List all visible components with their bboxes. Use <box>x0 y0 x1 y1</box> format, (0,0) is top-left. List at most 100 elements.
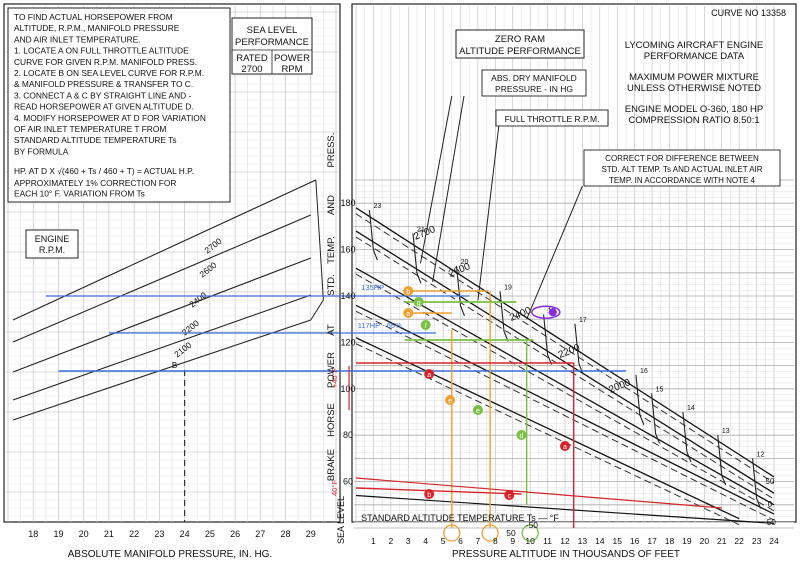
label-plus40b: 40°F <box>330 480 339 496</box>
orange-axis-circle-5 <box>443 524 461 542</box>
right-tick-4: 4 <box>423 536 428 546</box>
instruction-line-6: & MANIFOLD PRESSURE & TRANSFER TO C. <box>14 79 193 89</box>
hp-axis-title: BRAKE HORSE POWER AT STD. TEMP. AND PRESS. <box>326 133 337 482</box>
right-tick-11: 11 <box>543 536 552 546</box>
hp-title-word-4: STD. <box>326 274 337 296</box>
marker-c-10 <box>504 490 515 500</box>
left-tick-18: 18 <box>28 529 38 539</box>
engine-rpm-line1: ENGINE <box>35 234 70 244</box>
callout-arrow-full-throttle <box>477 125 500 301</box>
left-tick-29: 29 <box>306 529 316 539</box>
rpm-curve-dashed-4 <box>355 343 740 526</box>
point-b-label: B <box>172 361 177 370</box>
correct-callout-2: STD. ALT TEMP. Ts AND ACTUAL INLET AIR <box>601 165 762 174</box>
hp-tick-80: 80 <box>343 430 353 440</box>
marker-f-3 <box>420 320 431 330</box>
right-tick-14: 14 <box>595 536 605 546</box>
manifold-callout-2: PRESSURE - IN HG <box>495 84 573 94</box>
hp-tick-160: 160 <box>340 245 355 255</box>
rpm-label-2000: 2000 <box>607 377 632 396</box>
instruction-line-0: TO FIND ACTUAL HORSEPOWER FROM <box>14 12 173 22</box>
marker-label-9: e <box>476 408 480 415</box>
hp-tick-180: 180 <box>340 198 355 208</box>
sea-level-title-1: SEA LEVEL <box>247 25 298 36</box>
engine-rpm-line2: R.P.M. <box>39 245 65 255</box>
right-tick-5: 5 <box>441 536 446 546</box>
correct-callout-box <box>583 149 781 187</box>
left-tick-23: 23 <box>154 529 164 539</box>
marker-label-5: b <box>427 492 431 499</box>
red-temp-line <box>355 477 722 509</box>
rated-label: RATED <box>236 53 268 64</box>
left-tick-22: 22 <box>129 529 139 539</box>
sea-level-label-2400: 2400 <box>187 290 208 310</box>
instruction-line-11: STANDARD ALTITUDE TEMPERATURE Ts <box>14 135 177 145</box>
rpm-curve-2400 <box>355 267 775 506</box>
hp-title-word-5: TEMP. <box>326 236 337 264</box>
zero-ram-box <box>455 29 585 59</box>
instruction-line-2: AND AIR INLET TEMPERATURE. <box>14 34 141 44</box>
mp-curve-14 <box>682 411 692 463</box>
marker-label-7: d <box>520 433 524 440</box>
mp-label-17: 17 <box>579 317 587 324</box>
compression-ratio: COMPRESSION RATIO 8.50:1 <box>628 115 759 126</box>
header-line-5: UNLESS OTHERWISE NOTED <box>627 83 761 94</box>
right-tick-2: 2 <box>388 536 393 546</box>
hp-tick-140: 140 <box>340 291 355 301</box>
sea-level-label: SEA LEVEL <box>336 496 346 544</box>
instruction-text: TO FIND ACTUAL HORSEPOWER FROMALTITUDE, … <box>14 12 206 199</box>
rpm-label: RPM <box>281 64 302 75</box>
sea-level-line-2200 <box>12 294 311 401</box>
callout-arrow-manifold <box>419 95 453 264</box>
mp-curve-20 <box>455 265 466 317</box>
correction-line-0: APPROXIMATELY 1% CORRECTION FOR <box>14 178 176 188</box>
header-line-2: PERFORMANCE DATA <box>644 51 745 62</box>
formula-text: HP. AT D X √(460 + Ts / 460 + T) = ACTUA… <box>14 166 194 176</box>
red-line-b <box>355 487 522 495</box>
marker-b-0 <box>403 286 414 296</box>
marker-a-1 <box>403 308 414 318</box>
left-tick-20: 20 <box>79 529 89 539</box>
sea-level-line-2600 <box>12 214 311 343</box>
rpm-curve-dashed-1 <box>355 236 775 500</box>
instruction-line-9: 4. MODIFY HORSEPOWER AT D FOR VARIATION <box>14 113 206 123</box>
temp-small-neg50: -50 <box>764 518 776 527</box>
hp-title-word-0: BRAKE <box>326 449 337 481</box>
marker-label-1: a <box>406 311 410 318</box>
instruction-line-1: ALTITUDE, R.P.M., MANIFOLD PRESSURE <box>14 23 180 33</box>
mp-curve-23 <box>368 210 378 261</box>
left-axis-ticks: 18 19 20 21 22 23 24 25 26 27 28 29 <box>28 529 316 539</box>
hp-tick-120: 120 <box>340 337 355 347</box>
left-tick-25: 25 <box>205 529 215 539</box>
hp-title-word-3: AT <box>326 324 337 336</box>
std-alt-temp-label: STANDARD ALTITUDE TEMPERATURE Ts — °F <box>361 513 559 523</box>
zero-ram-line2: ALTITUDE PERFORMANCE <box>459 46 581 57</box>
mp-label-15: 15 <box>656 386 664 393</box>
right-tick-12: 12 <box>560 536 570 546</box>
mp-label-13: 13 <box>722 428 730 435</box>
marker-a-4 <box>424 369 435 379</box>
marker-a-6 <box>560 441 570 451</box>
hp-title-word-2: POWER <box>326 352 337 388</box>
marker-label-0: b <box>406 289 410 296</box>
callout-arrow-correct <box>526 185 583 320</box>
right-tick-6: 6 <box>458 536 463 546</box>
right-tick-13: 13 <box>578 536 588 546</box>
instruction-line-12: BY FORMULA <box>14 146 69 156</box>
mp-curve-16 <box>635 374 645 426</box>
sea-level-line-2700 <box>12 179 317 321</box>
mp-label-23: 23 <box>374 203 382 210</box>
temp-tick-neg50: -50 <box>526 520 539 530</box>
right-tick-18: 18 <box>665 536 675 546</box>
left-axis-title: ABSOLUTE MANIFOLD PRESSURE, IN. HG. <box>68 549 272 560</box>
label-117hp: 117HP - 65% <box>358 321 402 330</box>
marker-d-7 <box>516 430 527 440</box>
correct-callout-1: CORRECT FOR DIFFERENCE BETWEEN <box>605 154 759 163</box>
hp-title-word-6: AND <box>326 195 337 215</box>
right-tick-24: 24 <box>769 536 779 546</box>
marker-label-6: a <box>563 444 567 451</box>
right-tick-10: 10 <box>525 536 535 546</box>
instruction-line-5: 2. LOCATE B ON SEA LEVEL CURVE FOR R.P.M… <box>14 68 204 78</box>
temp-small-0: 0 <box>768 500 773 509</box>
